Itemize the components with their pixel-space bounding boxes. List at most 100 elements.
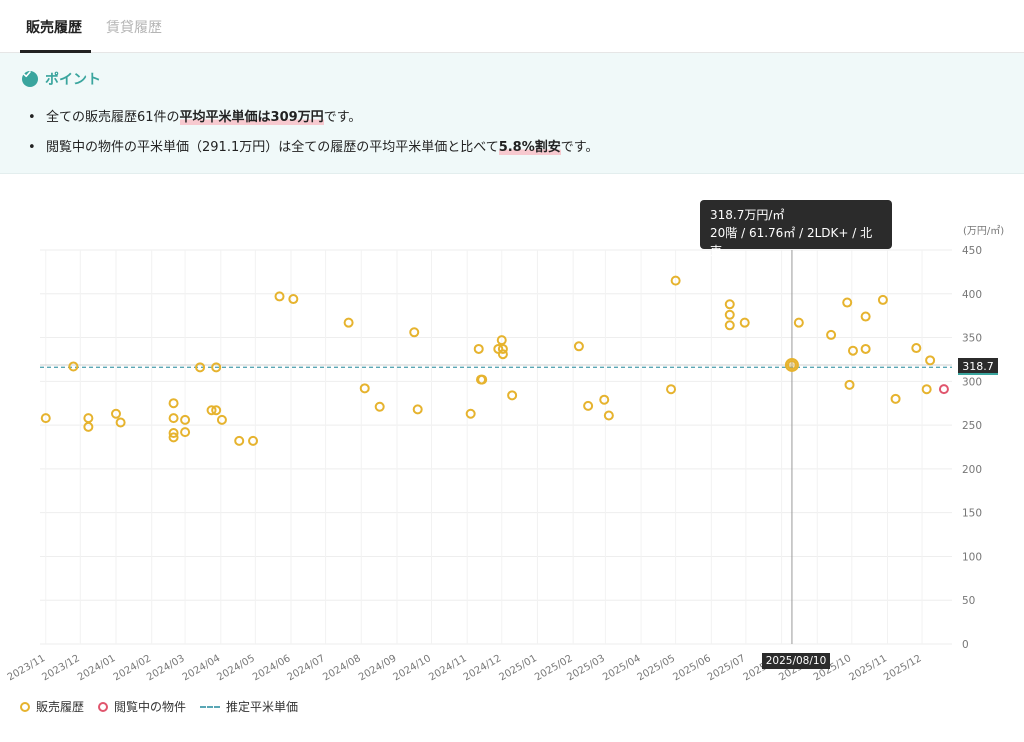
sales-history-point xyxy=(603,410,614,421)
current-property-point xyxy=(938,384,949,395)
sales-history-point xyxy=(40,413,51,424)
active-tab-underline xyxy=(20,50,91,53)
sales-history-point xyxy=(274,291,285,302)
sales-history-point xyxy=(115,417,126,428)
sales-history-point xyxy=(168,413,179,424)
dashed-line-icon xyxy=(200,705,221,708)
x-tick-label: 2024/11 xyxy=(427,653,468,683)
sales-history-point xyxy=(860,311,871,322)
hovered-point xyxy=(784,357,799,372)
sales-history-point xyxy=(195,362,206,373)
crosshair-value-label: 318.7 xyxy=(958,358,998,375)
sales-history-point xyxy=(724,320,735,331)
point-title: ポイント xyxy=(45,72,101,88)
x-tick-label: 2024/08 xyxy=(321,653,362,683)
sales-history-point xyxy=(409,327,420,338)
sales-history-point xyxy=(599,394,610,405)
sales-history-point xyxy=(412,404,423,415)
y-tick-label: 200 xyxy=(962,464,982,476)
sales-history-point xyxy=(844,379,855,390)
legend-estimate[interactable]: 推定平米単価 xyxy=(200,698,298,715)
sales-history-point xyxy=(826,329,837,340)
sales-history-point xyxy=(211,362,222,373)
sales-history-point xyxy=(666,384,677,395)
y-tick-label: 350 xyxy=(962,333,982,345)
sales-history-point xyxy=(497,349,508,360)
sales-history-point xyxy=(234,435,245,446)
line1-post: です。 xyxy=(323,110,362,125)
sales-history-point xyxy=(248,435,259,446)
sales-history-point xyxy=(786,359,797,370)
y-tick-label: 250 xyxy=(962,420,982,432)
x-tick-label: 2024/07 xyxy=(286,653,327,683)
sales-history-point xyxy=(180,414,191,425)
x-tick-label: 2023/11 xyxy=(6,653,47,683)
sales-history-point xyxy=(465,408,476,419)
sales-history-point xyxy=(507,390,518,401)
x-tick-label: 2024/05 xyxy=(215,653,256,683)
tooltip-price: 318.7万円/㎡ xyxy=(710,208,785,222)
line1-highlight: 平均平米単価は309万円 xyxy=(179,110,324,125)
price-chart[interactable]: 0 50 100 150 200 250 300 350 400 450 (万円/㎡) 2023/11… xyxy=(0,175,1024,742)
legend-sales-history[interactable]: 販売履歴 xyxy=(20,698,84,715)
y-tick-label: 450 xyxy=(962,245,982,257)
sales-history-point xyxy=(211,405,222,416)
sales-history-point xyxy=(497,343,508,354)
sales-history-point xyxy=(583,400,594,411)
point-tooltip: 318.7万円/㎡ 20階 / 61.76㎡ / 2LDK+ / 北東 xyxy=(700,200,892,258)
legend-current-property[interactable]: 閲覧中の物件 xyxy=(98,698,186,715)
sales-history-point xyxy=(374,401,385,412)
legend-label: 推定平米単価 xyxy=(226,700,299,714)
yellow-circle-icon xyxy=(20,701,30,712)
crosshair-date-label: 2025/08/10 xyxy=(762,653,830,669)
x-tick-label: 2025/12 xyxy=(882,653,923,683)
y-tick-label: 100 xyxy=(962,551,982,563)
x-tick-label: 2025/05 xyxy=(636,653,677,683)
tab-sales-history[interactable]: 販売履歴 xyxy=(26,20,82,36)
y-tick-label: 400 xyxy=(962,289,982,301)
sales-history-point xyxy=(343,317,354,328)
sales-history-point xyxy=(793,317,804,328)
scatter-plot[interactable]: 0 50 100 150 200 250 300 350 400 450 (万円/㎡) 2023/11… xyxy=(0,175,1024,742)
sales-history-point xyxy=(216,414,227,425)
x-tick-label: 2023/12 xyxy=(40,653,81,683)
sales-history-point xyxy=(68,361,79,372)
y-tick-label: 50 xyxy=(962,595,975,607)
sales-history-point xyxy=(473,343,484,354)
point-line-comparison: 閲覧中の物件の平米単価（291.1万円）は全ての履歴の平均平米単価と比べて5.8… xyxy=(28,138,598,168)
tab-rental-history[interactable]: 賃貸履歴 xyxy=(106,20,162,36)
y-tick-label: 0 xyxy=(962,639,969,651)
sales-history-point xyxy=(739,317,750,328)
sales-history-point xyxy=(890,393,901,404)
sales-history-point xyxy=(911,343,922,354)
x-tick-label: 2024/04 xyxy=(181,653,222,683)
pink-circle-icon xyxy=(98,701,109,712)
check-icon xyxy=(22,71,38,87)
x-tick-label: 2025/11 xyxy=(848,653,889,683)
x-tick-label: 2024/10 xyxy=(392,653,433,683)
sales-history-point xyxy=(168,398,179,409)
x-tick-label: 2024/09 xyxy=(357,653,398,683)
x-tick-label: 2025/06 xyxy=(671,653,712,683)
line2-highlight: 5.8%割安 xyxy=(498,140,561,155)
line2-post: です。 xyxy=(560,140,599,155)
x-tick-label: 2025/04 xyxy=(601,653,642,683)
sales-history-point xyxy=(573,341,584,352)
x-tick-label: 2025/01 xyxy=(497,653,538,683)
line2-pre: 閲覧中の物件の平米単価（291.1万円）は全ての履歴の平均平米単価と比べて xyxy=(46,140,499,155)
sales-history-point xyxy=(168,427,179,438)
sales-history-point xyxy=(921,384,932,395)
x-tick-label: 2024/06 xyxy=(251,653,292,683)
point-bullets: 全ての販売履歴61件の平均平米単価は309万円です。 閲覧中の物件の平米単価（2… xyxy=(28,108,598,168)
tab-bar: 販売履歴 賃貸履歴 xyxy=(0,0,1024,53)
point-line-average: 全ての販売履歴61件の平均平米単価は309万円です。 xyxy=(28,108,598,138)
chart-legend: 販売履歴 閲覧中の物件 推定平米単価 xyxy=(20,698,312,715)
tooltip-details: 20階 / 61.76㎡ / 2LDK+ / 北東 xyxy=(710,226,873,258)
line1-pre: 全ての販売履歴61件の xyxy=(46,110,180,125)
legend-label: 販売履歴 xyxy=(36,700,85,714)
point-summary: ポイント 全ての販売履歴61件の平均平米単価は309万円です。 閲覧中の物件の平… xyxy=(0,53,1024,174)
sales-history-point xyxy=(477,374,488,385)
sales-history-point xyxy=(724,299,735,310)
sales-history-point xyxy=(877,294,888,305)
x-tick-label: 2025/07 xyxy=(706,653,747,683)
